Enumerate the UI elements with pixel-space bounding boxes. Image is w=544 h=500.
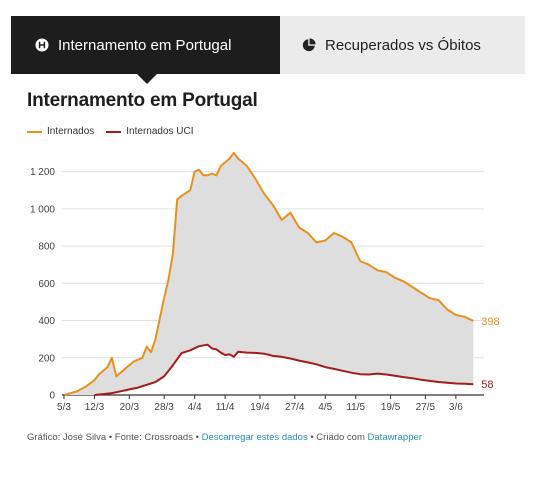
legend-label: Internados UCI bbox=[126, 126, 194, 137]
chart-footer: Gráfico: José Silva • Fonte: Crossroads … bbox=[27, 432, 422, 443]
footer-credits: Gráfico: José Silva • Fonte: Crossroads … bbox=[27, 432, 202, 443]
datawrapper-link[interactable]: Datawrapper bbox=[367, 432, 422, 443]
legend-swatch-internados bbox=[27, 130, 42, 133]
chart-title: Internamento em Portugal bbox=[27, 90, 258, 111]
x-tick-label: 12/3 bbox=[85, 402, 105, 413]
y-tick-label: 600 bbox=[38, 279, 55, 290]
end-label-internados: 398 bbox=[481, 316, 499, 328]
x-tick-label: 28/3 bbox=[154, 402, 174, 413]
line-chart: 0 200 400 600 800 1 000 1 200 5/3 12/3 20/3 28/3 4… bbox=[30, 152, 500, 413]
x-tick-label: 11/5 bbox=[346, 402, 365, 413]
legend-item-internados: Internados bbox=[27, 126, 94, 137]
y-tick-label: 800 bbox=[38, 242, 55, 253]
x-tick-label: 3/6 bbox=[449, 402, 463, 413]
x-tick-label: 19/5 bbox=[381, 402, 401, 413]
area-between-series bbox=[64, 153, 474, 395]
x-axis: 5/3 12/3 20/3 28/3 4/4 11/4 19/4 27/4 4/5 11/5 19/… bbox=[57, 395, 463, 413]
x-tick-label: 27/5 bbox=[416, 402, 436, 413]
pie-chart-icon bbox=[302, 38, 316, 52]
y-tick-label: 400 bbox=[38, 316, 55, 327]
x-tick-label: 19/4 bbox=[250, 402, 270, 413]
legend-swatch-uci bbox=[106, 130, 122, 133]
tab-bar: Internamento em Portugal Recuperados vs … bbox=[11, 16, 525, 84]
legend-item-uci: Internados UCI bbox=[106, 126, 194, 137]
globe-icon bbox=[35, 38, 49, 52]
end-label-uci: 58 bbox=[481, 379, 493, 391]
tab-internamento[interactable]: Internamento em Portugal bbox=[11, 16, 280, 84]
tab-recuperados-obitos[interactable]: Recuperados vs Óbitos bbox=[280, 16, 525, 74]
legend-label: Internados bbox=[47, 126, 95, 137]
series-line-internados bbox=[63, 152, 474, 396]
y-tick-label: 200 bbox=[38, 353, 55, 364]
x-tick-label: 4/4 bbox=[188, 402, 202, 413]
x-tick-label: 5/3 bbox=[57, 402, 71, 413]
series-line-uci bbox=[94, 343, 474, 396]
y-tick-label: 0 bbox=[49, 391, 55, 402]
download-data-link[interactable]: Descarregar estes dados bbox=[201, 432, 308, 443]
y-tick-label: 1 200 bbox=[30, 167, 55, 178]
x-tick-label: 4/5 bbox=[318, 402, 332, 413]
x-tick-label: 27/4 bbox=[285, 402, 305, 413]
end-labels: 398 58 bbox=[481, 316, 499, 391]
legend: Internados Internados UCI bbox=[27, 126, 206, 137]
footer-middle: • Criado com bbox=[307, 432, 368, 443]
y-tick-label: 1 000 bbox=[30, 204, 55, 215]
y-axis-labels: 0 200 400 600 800 1 000 1 200 bbox=[30, 167, 55, 401]
x-tick-label: 11/4 bbox=[216, 402, 235, 413]
x-tick-label: 20/3 bbox=[120, 402, 140, 413]
tab-label: Recuperados vs Óbitos bbox=[325, 36, 481, 54]
tab-label: Internamento em Portugal bbox=[58, 36, 232, 54]
